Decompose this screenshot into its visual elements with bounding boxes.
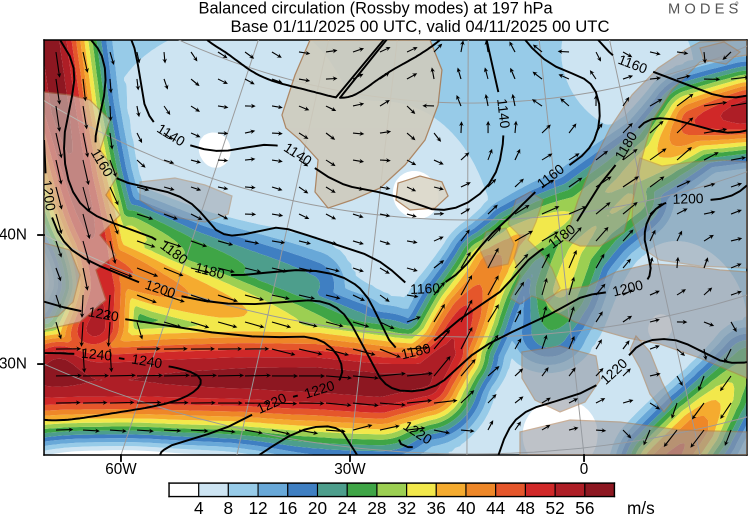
svg-text:30N: 30N xyxy=(0,355,27,372)
svg-text:56: 56 xyxy=(575,498,594,516)
svg-text:4: 4 xyxy=(194,498,204,516)
svg-text:Base 01/11/2025 00 UTC, valid: Base 01/11/2025 00 UTC, valid 04/11/2025… xyxy=(230,17,609,36)
svg-text:1180: 1180 xyxy=(399,340,432,362)
svg-text:36: 36 xyxy=(427,498,446,516)
svg-text:1240: 1240 xyxy=(81,345,114,364)
svg-text:28: 28 xyxy=(367,498,386,516)
svg-text:52: 52 xyxy=(546,498,565,516)
svg-text:32: 32 xyxy=(397,498,416,516)
svg-text:1200: 1200 xyxy=(672,190,704,207)
svg-text:40N: 40N xyxy=(0,226,27,243)
svg-text:24: 24 xyxy=(338,498,358,516)
svg-text:1200: 1200 xyxy=(39,179,59,212)
svg-text:44: 44 xyxy=(486,498,506,516)
svg-text:1160: 1160 xyxy=(410,280,441,297)
svg-text:48: 48 xyxy=(516,498,535,516)
svg-text:12: 12 xyxy=(248,498,267,516)
svg-text:8: 8 xyxy=(224,498,234,516)
svg-text:°: ° xyxy=(735,1,739,12)
svg-text:16: 16 xyxy=(278,498,297,516)
svg-text:Balanced circulation (Rossby m: Balanced circulation (Rossby modes) at 1… xyxy=(199,0,554,17)
svg-text:40: 40 xyxy=(456,498,475,516)
svg-text:M O D E S: M O D E S xyxy=(668,2,739,18)
svg-text:20: 20 xyxy=(308,498,327,516)
svg-text:1220: 1220 xyxy=(87,303,120,324)
svg-text:1200: 1200 xyxy=(611,276,645,299)
svg-text:30W: 30W xyxy=(334,461,366,478)
svg-text:1240: 1240 xyxy=(130,351,163,372)
svg-text:m/s: m/s xyxy=(627,498,655,516)
svg-text:1140: 1140 xyxy=(494,98,513,130)
svg-text:1180: 1180 xyxy=(193,259,226,282)
svg-text:60W: 60W xyxy=(105,461,137,478)
svg-text:0: 0 xyxy=(580,461,589,478)
